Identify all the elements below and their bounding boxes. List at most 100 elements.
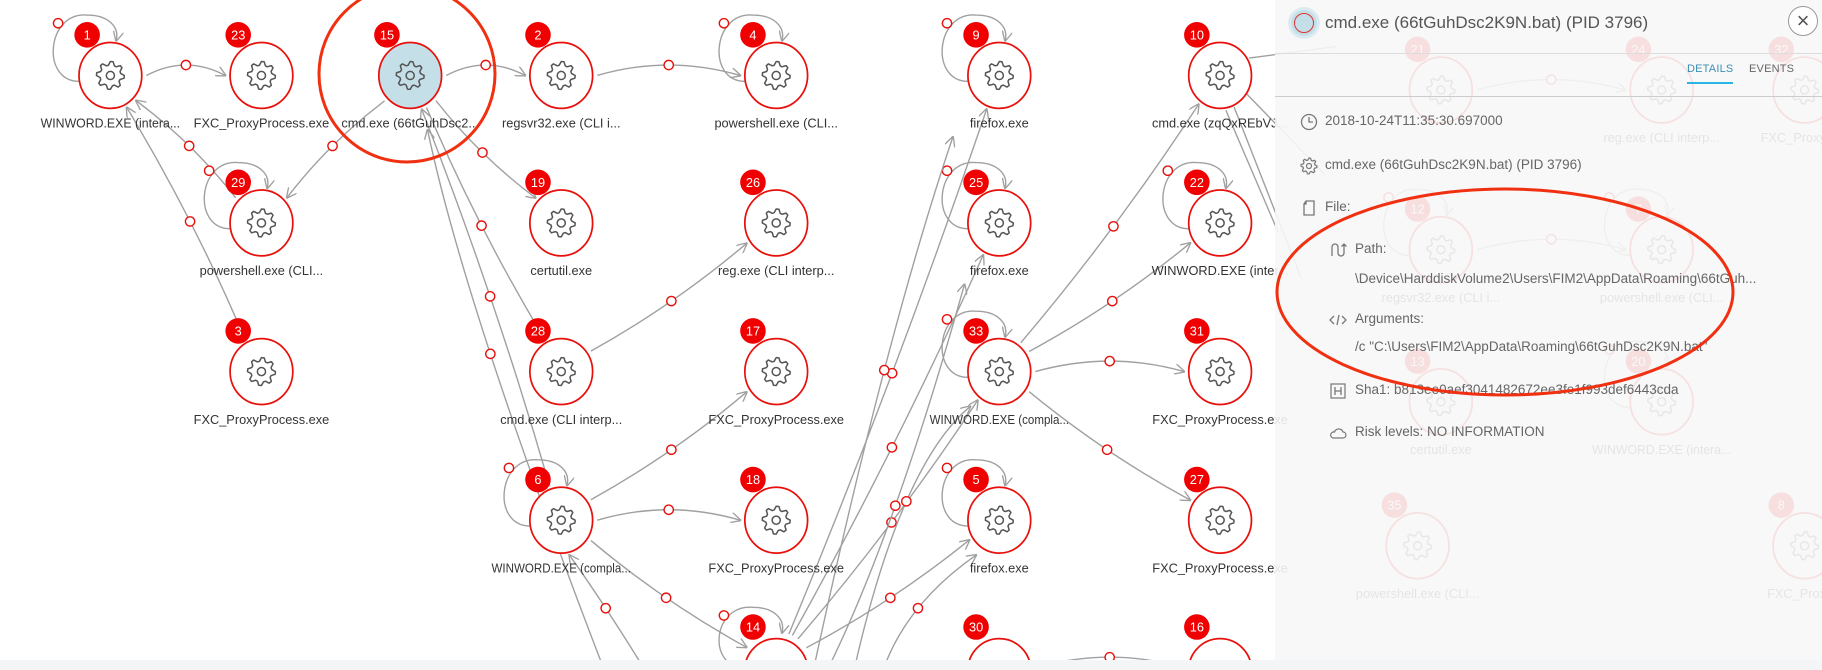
edge[interactable] (428, 130, 605, 670)
node-circle[interactable] (743, 337, 809, 406)
node-circle[interactable] (528, 486, 594, 554)
edge-handle[interactable] (663, 504, 675, 516)
edge[interactable] (791, 255, 983, 636)
process-node[interactable]: 17 FXC_ProxyProcess.exe (708, 318, 844, 427)
process-node[interactable]: 4 powershell.exe (CLI... (714, 22, 838, 131)
self-loop-edge[interactable] (941, 459, 1006, 527)
edge-handle[interactable] (600, 602, 612, 614)
edge-handle[interactable] (941, 462, 953, 474)
self-loop-edge[interactable] (503, 459, 568, 527)
edge-handle[interactable] (660, 592, 672, 604)
edge[interactable] (597, 504, 740, 520)
process-node[interactable]: 2 regsvr32.exe (CLI i... (502, 22, 621, 131)
edge[interactable] (422, 110, 551, 487)
node-circle[interactable] (528, 189, 594, 257)
process-node[interactable]: 22 WINWORD.EXE (inter... (1152, 169, 1289, 279)
edge-handle[interactable] (503, 462, 515, 474)
edge-handle[interactable] (912, 602, 924, 614)
process-node[interactable]: 9 firefox.exe (963, 22, 1032, 131)
edge-handle[interactable] (1108, 220, 1119, 232)
process-node[interactable]: 6 WINWORD.EXE (compla... (492, 466, 631, 576)
node-circle[interactable] (229, 337, 294, 406)
node-circle[interactable] (1187, 337, 1253, 406)
edge[interactable] (445, 59, 525, 75)
edge-handle[interactable] (1162, 165, 1174, 177)
process-node[interactable]: 1 WINWORD.EXE (intera... (41, 22, 180, 131)
node-circle[interactable] (377, 41, 443, 110)
edge[interactable] (590, 392, 747, 501)
edge-handle[interactable] (663, 59, 675, 71)
self-loop-edge[interactable] (203, 161, 268, 230)
edge[interactable] (136, 101, 237, 199)
edge[interactable] (1028, 391, 1190, 500)
node-circle[interactable] (1187, 486, 1253, 554)
node-circle[interactable] (967, 189, 1032, 257)
edge-handle[interactable] (184, 216, 196, 227)
process-node[interactable]: 18 FXC_ProxyProcess.exe (708, 466, 844, 576)
node-circle[interactable] (229, 189, 294, 257)
node-circle[interactable] (528, 41, 594, 110)
edge-handle[interactable] (183, 140, 195, 152)
edge[interactable] (826, 284, 964, 670)
node-circle[interactable] (1187, 189, 1253, 257)
process-node[interactable]: 31 FXC_ProxyProcess.exe (1152, 318, 1288, 427)
edge-handle[interactable] (480, 59, 492, 71)
process-node[interactable]: 33 WINWORD.EXE (compla... (930, 318, 1069, 427)
edge[interactable] (805, 540, 969, 649)
edge[interactable] (597, 59, 740, 75)
edge-handle[interactable] (901, 495, 912, 507)
edge[interactable] (853, 406, 970, 670)
edge-handle[interactable] (941, 165, 953, 177)
edge-handle[interactable] (718, 610, 730, 621)
self-loop-edge[interactable] (941, 310, 1006, 379)
process-node[interactable]: 10 cmd.exe (zqQxREbVJ... (1152, 22, 1288, 131)
edge[interactable] (590, 243, 747, 352)
edge-handle[interactable] (1106, 295, 1118, 307)
tab-events[interactable]: EVENTS (1749, 63, 1795, 75)
edge-handle[interactable] (886, 442, 898, 453)
self-loop-edge[interactable] (718, 606, 783, 669)
edge[interactable] (1035, 355, 1184, 371)
edge[interactable] (590, 540, 747, 648)
edge[interactable] (882, 555, 976, 670)
process-node[interactable]: 23 FXC_ProxyProcess.exe (194, 22, 330, 131)
edge-handle[interactable] (180, 59, 192, 71)
edge-handle[interactable] (666, 295, 677, 307)
self-loop-edge[interactable] (718, 14, 783, 82)
close-button[interactable]: × (1788, 6, 1818, 36)
edge[interactable] (812, 137, 952, 670)
edge-handle[interactable] (878, 364, 890, 376)
edge-handle[interactable] (941, 17, 953, 29)
node-circle[interactable] (528, 337, 594, 406)
process-node[interactable]: 15 cmd.exe (66tGuhDsc2... (341, 22, 479, 131)
node-circle[interactable] (78, 41, 143, 110)
edge-handle[interactable] (484, 291, 496, 302)
edge[interactable] (127, 108, 246, 340)
edge-handle[interactable] (1104, 355, 1116, 367)
node-circle[interactable] (229, 41, 294, 110)
process-node[interactable]: 5 firefox.exe (963, 466, 1032, 576)
edge-handle[interactable] (485, 348, 496, 360)
self-loop-edge[interactable] (941, 14, 1006, 82)
edge[interactable] (1028, 243, 1190, 353)
node-circle[interactable] (743, 41, 809, 110)
edge[interactable] (569, 555, 646, 670)
process-node[interactable]: 19 certutil.exe (525, 169, 594, 279)
edge[interactable] (797, 400, 978, 640)
node-circle[interactable] (743, 189, 809, 257)
edge-handle[interactable] (666, 444, 677, 456)
process-node[interactable]: 26 reg.exe (CLI interp... (718, 169, 834, 279)
node-circle[interactable] (967, 337, 1032, 406)
edge[interactable] (425, 107, 545, 340)
edge-handle[interactable] (889, 500, 901, 512)
edge-handle[interactable] (1101, 444, 1113, 456)
edge[interactable] (146, 59, 225, 75)
node-circle[interactable] (967, 41, 1032, 110)
edge-handle[interactable] (52, 17, 64, 29)
edge-handle[interactable] (327, 140, 338, 152)
node-circle[interactable] (743, 486, 809, 554)
node-circle[interactable] (967, 486, 1032, 554)
edge-handle[interactable] (884, 592, 896, 604)
process-node[interactable]: 29 powershell.exe (CLI... (200, 169, 324, 279)
process-node[interactable]: 28 cmd.exe (CLI interp... (500, 318, 622, 427)
